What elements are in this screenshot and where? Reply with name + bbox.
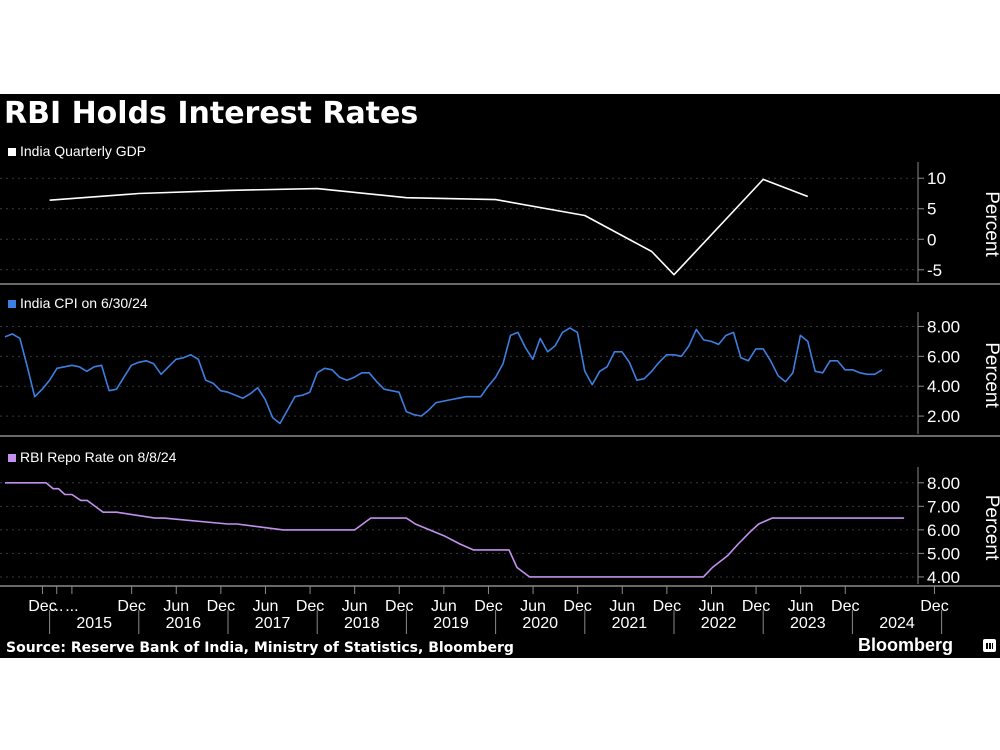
x-year-label: 2019 — [433, 615, 469, 632]
x-tick-label: Dec — [385, 598, 413, 615]
legend-label-cpi: India CPI on 6/30/24 — [20, 295, 148, 311]
x-tick-label: ... — [65, 598, 78, 615]
y-axis-label-repo: Percent — [981, 495, 1000, 561]
x-tick-label: Jun — [520, 598, 546, 615]
x-year-label: 2015 — [76, 615, 112, 632]
y-axis-label-cpi: Percent — [981, 342, 1000, 408]
y-tick-label-repo: 8.00 — [927, 474, 960, 493]
series-line-gdp — [49, 178, 809, 276]
y-tick-label-gdp: -5 — [927, 261, 942, 280]
y-tick-label-gdp: 5 — [927, 200, 936, 219]
y-tick-label-repo: 4.00 — [927, 568, 960, 587]
x-tick-label: Dec — [653, 598, 681, 615]
y-tick-label-cpi: 8.00 — [927, 317, 960, 336]
x-tick-label: Jun — [163, 598, 189, 615]
x-tick-label: Jun — [253, 598, 279, 615]
y-tick-label-repo: 7.00 — [927, 497, 960, 516]
x-year-label: 2018 — [344, 615, 380, 632]
y-axis-label-gdp: Percent — [981, 191, 1000, 257]
y-tick-label-cpi: 6.00 — [927, 347, 960, 366]
y-tick-label-repo: 5.00 — [927, 544, 960, 563]
x-tick-label: Jun — [431, 598, 457, 615]
x-tick-label: Dec — [474, 598, 502, 615]
x-tick-label: Dec — [742, 598, 770, 615]
series-line-repo — [5, 481, 905, 578]
bloomberg-terminal-icon — [983, 639, 996, 652]
x-tick-label: Dec — [563, 598, 591, 615]
y-tick-label-gdp: 10 — [927, 169, 946, 188]
y-tick-label-gdp: 0 — [927, 230, 936, 249]
x-year-label: 2016 — [166, 615, 202, 632]
x-tick-label: Dec — [207, 598, 235, 615]
x-year-label: 2020 — [522, 615, 558, 632]
x-year-label: 2023 — [790, 615, 826, 632]
x-tick-label: Jun — [699, 598, 725, 615]
chart-svg: India Quarterly GDP 10 5 0 -5 Percent India CP… — [0, 143, 1000, 634]
x-tick-label: Dec — [920, 598, 948, 615]
y-tick-label-cpi: 2.00 — [927, 407, 960, 426]
x-tick-label: Dec — [296, 598, 324, 615]
x-year-label: 2022 — [701, 615, 737, 632]
x-tick-label: Dec — [117, 598, 145, 615]
x-tick-label: Jun — [609, 598, 635, 615]
series-line-cpi — [4, 327, 883, 425]
legend-label-gdp: India Quarterly GDP — [20, 143, 146, 159]
chart-frame: RBI Holds Interest Rates India Quarterly… — [0, 94, 1000, 658]
x-year-label: 2021 — [612, 615, 648, 632]
chart-title: RBI Holds Interest Rates — [4, 96, 419, 131]
source-note: Source: Reserve Bank of India, Ministry … — [6, 640, 514, 656]
x-year-label: 2024 — [879, 615, 915, 632]
x-tick-label: Jun — [342, 598, 368, 615]
y-tick-label-repo: 6.00 — [927, 521, 960, 540]
bloomberg-logo: Bloomberg — [858, 635, 954, 655]
x-tick-label: Dec — [831, 598, 859, 615]
x-tick-label: Jun — [788, 598, 814, 615]
x-tick-label: ... — [50, 598, 63, 615]
legend-swatch-gdp — [8, 148, 16, 156]
legend-swatch-repo — [8, 454, 16, 462]
legend-swatch-cpi — [8, 300, 16, 308]
x-year-label: 2017 — [255, 615, 291, 632]
legend-label-repo: RBI Repo Rate on 8/8/24 — [20, 449, 177, 465]
y-tick-label-cpi: 4.00 — [927, 377, 960, 396]
